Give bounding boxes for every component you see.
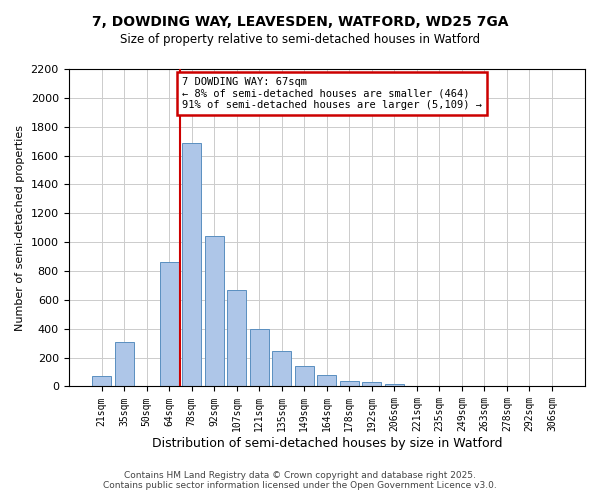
Bar (205, 236, 224, 386)
Bar (227, 290, 246, 386)
Bar (250, 330, 269, 386)
Text: Contains HM Land Registry data © Crown copyright and database right 2025.
Contai: Contains HM Land Registry data © Crown c… (103, 470, 497, 490)
Bar (272, 351, 291, 386)
Text: 7, DOWDING WAY, LEAVESDEN, WATFORD, WD25 7GA: 7, DOWDING WAY, LEAVESDEN, WATFORD, WD25… (92, 15, 508, 29)
Bar (115, 342, 134, 386)
Bar (317, 375, 337, 386)
Bar (362, 382, 382, 386)
X-axis label: Distribution of semi-detached houses by size in Watford: Distribution of semi-detached houses by … (152, 437, 502, 450)
Bar (385, 384, 404, 386)
Bar (160, 262, 179, 386)
Text: 7 DOWDING WAY: 67sqm
← 8% of semi-detached houses are smaller (464)
91% of semi-: 7 DOWDING WAY: 67sqm ← 8% of semi-detach… (182, 77, 482, 110)
Bar (340, 380, 359, 386)
Bar (92, 376, 111, 386)
Bar (182, 142, 201, 386)
Bar (295, 366, 314, 386)
Y-axis label: Number of semi-detached properties: Number of semi-detached properties (15, 124, 25, 330)
Text: Size of property relative to semi-detached houses in Watford: Size of property relative to semi-detach… (120, 32, 480, 46)
